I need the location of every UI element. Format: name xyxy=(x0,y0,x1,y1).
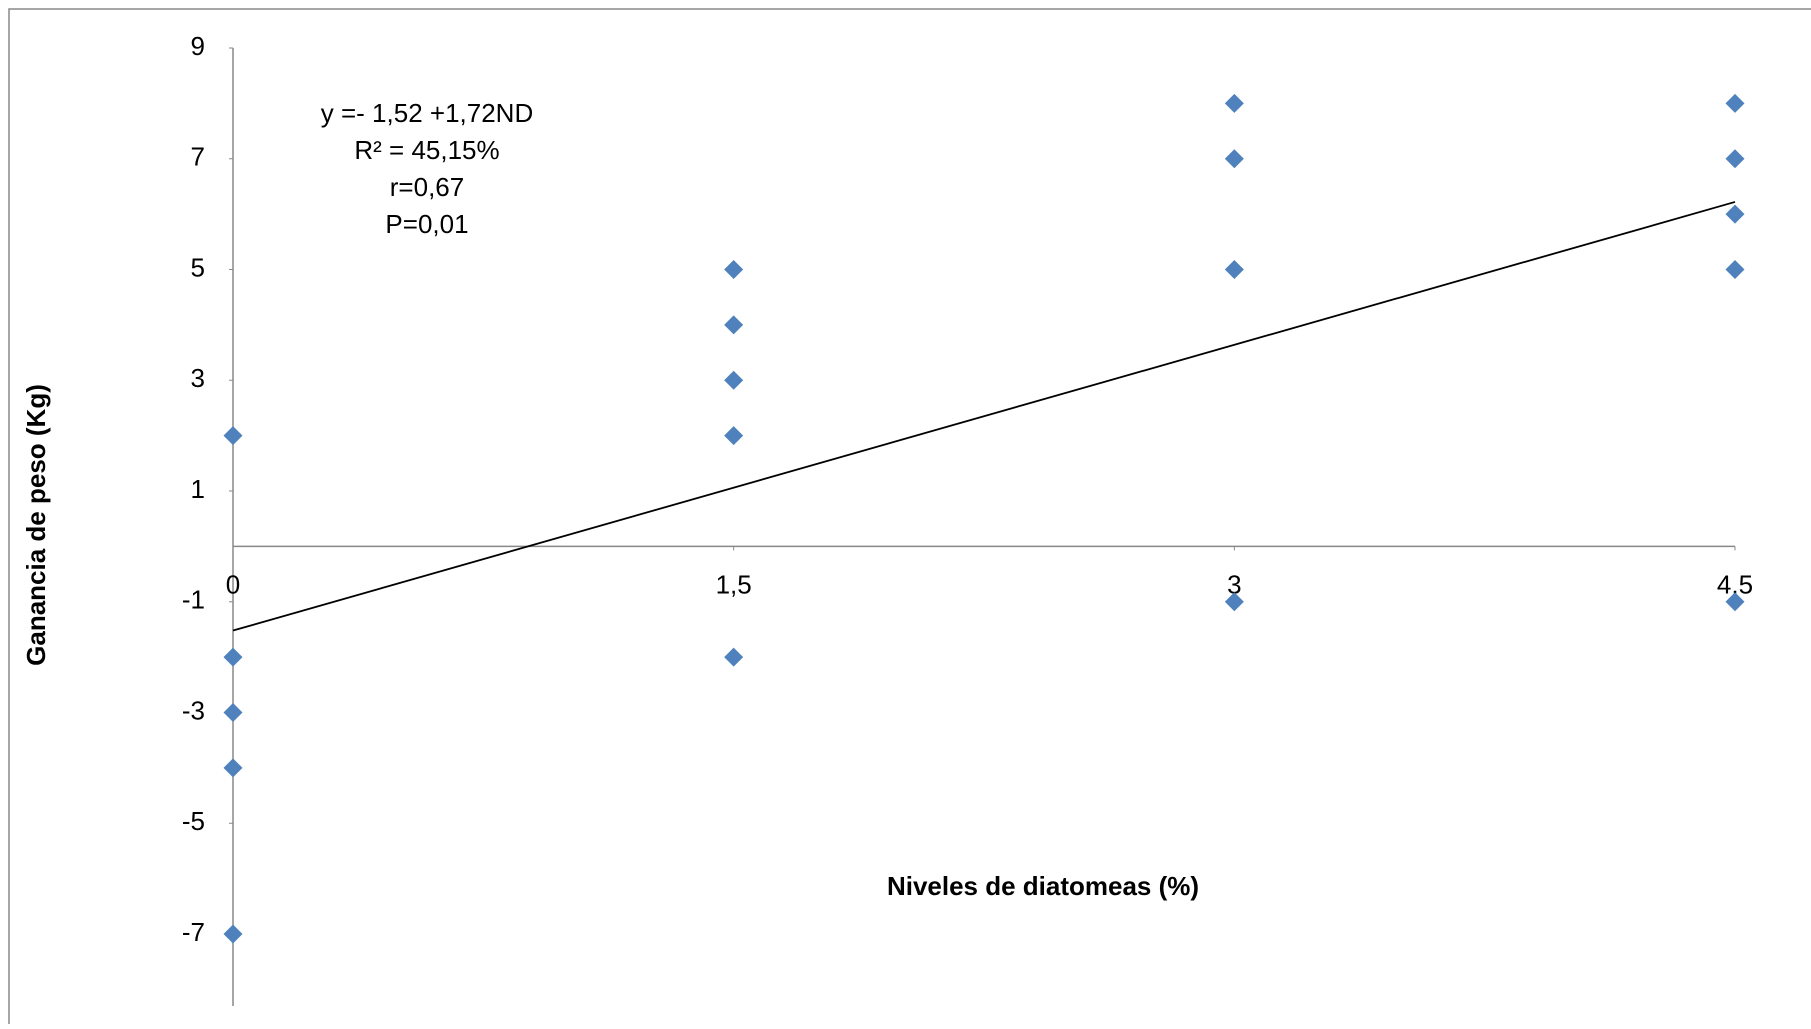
y-tick-label: 5 xyxy=(191,252,205,282)
y-tick-label: 9 xyxy=(191,31,205,61)
trend-line xyxy=(232,201,1736,632)
data-point xyxy=(223,758,243,778)
data-point xyxy=(223,426,243,446)
y-axis-title: Ganancia de peso (Kg) xyxy=(21,384,51,666)
data-point xyxy=(1224,149,1244,169)
data-point xyxy=(1725,149,1745,169)
data-point xyxy=(1725,260,1745,280)
x-tick-label: 3 xyxy=(1227,569,1241,599)
y-tick-label: -7 xyxy=(182,917,205,947)
regression-annotation: R² = 45,15% xyxy=(354,135,499,165)
data-point xyxy=(1224,93,1244,113)
data-point xyxy=(223,647,243,667)
y-tick-label: 1 xyxy=(191,474,205,504)
y-tick-label: 7 xyxy=(191,142,205,172)
data-point xyxy=(724,426,744,446)
y-tick-label: 3 xyxy=(191,363,205,393)
chart-frame xyxy=(8,8,1811,1029)
x-tick-label: 1,5 xyxy=(716,569,752,599)
data-point xyxy=(724,370,744,390)
data-point xyxy=(1224,592,1244,612)
data-point xyxy=(1725,592,1745,612)
data-point xyxy=(1224,260,1244,280)
data-point xyxy=(724,315,744,335)
y-tick-label: -5 xyxy=(182,806,205,836)
x-axis-title: Niveles de diatomeas (%) xyxy=(887,871,1199,901)
data-point xyxy=(724,260,744,280)
regression-annotation: r=0,67 xyxy=(390,172,464,202)
regression-annotation: y =- 1,52 +1,72ND xyxy=(321,98,533,128)
y-tick-label: -3 xyxy=(182,695,205,725)
data-point xyxy=(724,647,744,667)
regression-annotation: P=0,01 xyxy=(385,209,468,239)
x-tick-label: 0 xyxy=(226,569,240,599)
data-point xyxy=(1725,93,1745,113)
data-point xyxy=(1725,204,1745,224)
y-tick-label: -1 xyxy=(182,585,205,615)
data-point xyxy=(223,924,243,944)
data-point xyxy=(223,703,243,723)
